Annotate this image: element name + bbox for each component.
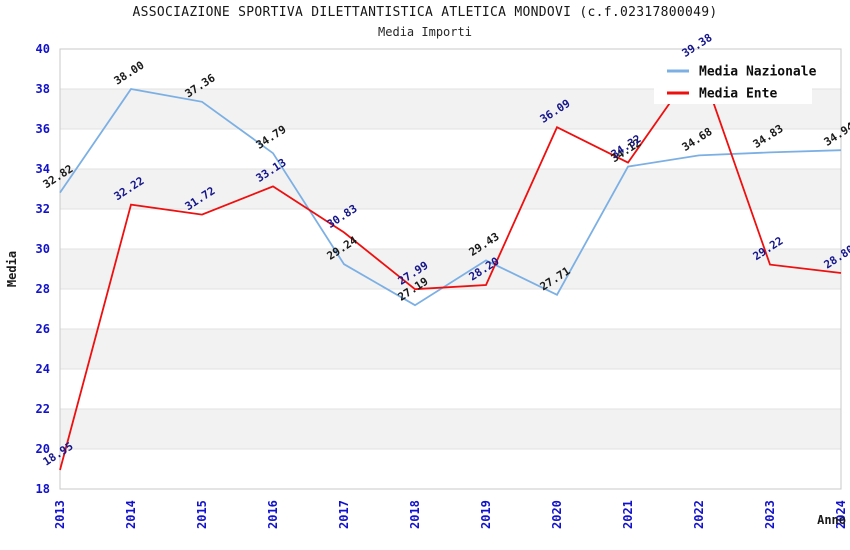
legend-label-media-ente: Media Ente: [699, 87, 777, 102]
y-tick-label: 38: [36, 82, 50, 96]
x-tick-label: 2017: [337, 500, 351, 529]
plot-band: [60, 169, 841, 209]
y-tick-label: 32: [36, 202, 50, 216]
x-tick-label: 2020: [550, 500, 564, 529]
chart-title: ASSOCIAZIONE SPORTIVA DILETTANTISTICA AT…: [132, 5, 718, 20]
point-label: 38.00: [112, 59, 147, 88]
y-tick-label: 20: [36, 442, 50, 456]
x-tick-label: 2022: [692, 500, 706, 529]
chart-subtitle: Media Importi: [378, 25, 472, 39]
x-tick-label: 2019: [479, 500, 493, 529]
x-tick-label: 2015: [195, 500, 209, 529]
y-tick-label: 30: [36, 242, 50, 256]
y-tick-label: 24: [36, 362, 50, 376]
point-label: 39.38: [680, 31, 715, 60]
x-tick-label: 2018: [408, 500, 422, 529]
y-tick-label: 18: [36, 482, 50, 496]
legend: [654, 57, 812, 104]
y-tick-label: 40: [36, 42, 50, 56]
x-tick-label: 2021: [621, 500, 635, 529]
y-tick-label: 34: [36, 162, 50, 176]
x-tick-label: 2014: [124, 500, 138, 529]
x-tick-label: 2013: [53, 500, 67, 529]
x-tick-label: 2023: [763, 500, 777, 529]
x-tick-label: 2016: [266, 500, 280, 529]
x-axis-title: Anno: [817, 513, 846, 527]
y-axis-title: Media: [5, 251, 19, 287]
x-tick-label: 2024: [834, 500, 848, 529]
y-tick-label: 22: [36, 402, 50, 416]
y-tick-label: 28: [36, 282, 50, 296]
plot-border: [59, 48, 842, 490]
y-tick-label: 36: [36, 122, 50, 136]
plot-band: [60, 409, 841, 449]
legend-label-media-nazionale: Media Nazionale: [699, 65, 817, 80]
series-line-media-nazionale: [59, 88, 842, 307]
y-tick-label: 26: [36, 322, 50, 336]
plot-band: [60, 329, 841, 369]
